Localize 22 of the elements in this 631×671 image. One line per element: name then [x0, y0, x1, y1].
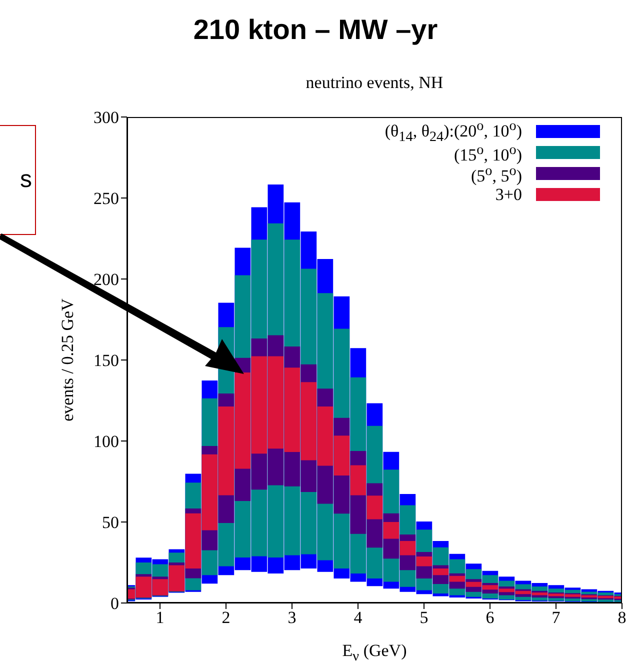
y-tick-label: 0	[110, 594, 119, 614]
y-axis-title: events / 0.25 GeV	[58, 298, 78, 422]
x-tick-label: 7	[552, 608, 561, 628]
y-tick-label: 250	[94, 189, 119, 208]
x-tick-label: 6	[486, 608, 494, 628]
legend-label: (5$^{o}$, 5$^{o}$)	[471, 162, 522, 186]
legend-label: 3+0	[495, 184, 522, 204]
y-tick-label: 200	[94, 270, 119, 290]
y-tick-label: 50	[102, 513, 119, 532]
x-tick-label: 1	[156, 608, 164, 628]
y-tick-label: 150	[94, 351, 119, 370]
x-tick-label: 4	[354, 608, 363, 628]
text: s	[0, 125, 36, 235]
x-tick-label: 8	[618, 608, 626, 628]
chart-title: 210 kton – MW –yr	[193, 14, 438, 45]
y-tick-label: 100	[94, 432, 119, 452]
y-tick-label: 300	[94, 108, 119, 128]
x-tick-label: 2	[222, 608, 230, 628]
chart-subtitle: neutrino events, NH	[306, 73, 444, 92]
x-tick-label: 5	[420, 608, 428, 628]
x-axis-title: E$_{ν}$ (GeV)	[342, 641, 407, 664]
x-tick-label: 3	[288, 608, 296, 628]
